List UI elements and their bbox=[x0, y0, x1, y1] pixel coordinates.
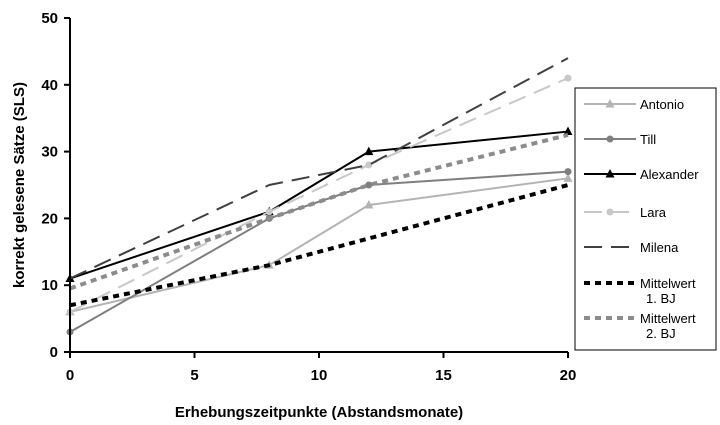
series-milena bbox=[69, 57, 569, 280]
series-line-alexander bbox=[69, 130, 569, 280]
legend-label: Milena bbox=[640, 240, 679, 255]
series-line-antonio bbox=[69, 177, 569, 313]
series-mittelwert-2-bj bbox=[69, 132, 569, 291]
legend-item-antonio: Antonio bbox=[584, 97, 684, 112]
series-line-lara bbox=[69, 77, 569, 313]
y-tick-label: 0 bbox=[50, 344, 58, 361]
data-point bbox=[365, 181, 373, 189]
legend-label: Antonio bbox=[640, 97, 684, 112]
x-axis-ticks: 0 5 10 15 20 bbox=[66, 352, 577, 384]
legend-marker bbox=[605, 169, 615, 178]
data-point bbox=[564, 168, 572, 176]
x-tick-label: 10 bbox=[311, 367, 328, 384]
y-tick-label: 50 bbox=[41, 10, 58, 27]
legend-items: Antonio Till Alexander Lara Milena Mittelwert… bbox=[584, 97, 699, 341]
y-axis-title: korrekt gelesene Sätze (SLS) bbox=[11, 82, 28, 288]
legend-item-mittelwert-1-bj: Mittelwert 1. BJ bbox=[584, 276, 696, 306]
series-alexander bbox=[65, 126, 573, 283]
series-line-till bbox=[69, 170, 569, 333]
y-axis-ticks: 0 10 20 30 40 50 bbox=[41, 10, 70, 361]
series-mittelwert-1-bj bbox=[69, 183, 569, 308]
legend-box bbox=[574, 87, 717, 351]
x-tick-label: 20 bbox=[560, 367, 577, 384]
legend: Antonio Till Alexander Lara Milena Mittelwert… bbox=[574, 87, 717, 351]
legend-marker bbox=[606, 135, 614, 143]
series-line-mittelwert-1-bj bbox=[69, 183, 569, 308]
legend-marker bbox=[605, 99, 615, 108]
series-antonio bbox=[65, 173, 573, 316]
legend-label: Mittelwert 2. BJ bbox=[640, 311, 696, 341]
legend-item-mittelwert-2-bj: Mittelwert 2. BJ bbox=[584, 311, 696, 341]
y-tick-label: 10 bbox=[41, 277, 58, 294]
y-tick-label: 40 bbox=[41, 77, 58, 94]
data-point bbox=[365, 161, 373, 169]
x-tick-label: 15 bbox=[435, 367, 452, 384]
series-line-milena bbox=[69, 57, 569, 280]
data-point bbox=[265, 208, 273, 216]
legend-label: Lara bbox=[640, 205, 667, 220]
series-line-mittelwert-2-bj bbox=[69, 132, 569, 291]
legend-label: Mittelwert 1. BJ bbox=[640, 276, 696, 306]
data-point bbox=[563, 126, 573, 136]
legend-item-lara: Lara bbox=[584, 205, 667, 220]
y-tick-label: 20 bbox=[41, 210, 58, 227]
legend-marker bbox=[606, 208, 614, 216]
data-point bbox=[364, 146, 374, 156]
data-point bbox=[564, 74, 572, 82]
x-tick-label: 5 bbox=[190, 367, 198, 384]
x-tick-label: 0 bbox=[66, 367, 74, 384]
legend-label: Till bbox=[640, 132, 656, 147]
series-lara bbox=[66, 74, 572, 316]
legend-item-till: Till bbox=[584, 132, 656, 147]
series-layer bbox=[65, 57, 573, 336]
x-axis-title: Erhebungszeitpunkte (Abstandsmonate) bbox=[175, 404, 463, 421]
legend-item-milena: Milena bbox=[584, 240, 679, 255]
legend-item-alexander: Alexander bbox=[584, 167, 699, 182]
data-point bbox=[364, 200, 374, 209]
data-point bbox=[563, 173, 573, 182]
y-tick-label: 30 bbox=[41, 144, 58, 161]
legend-label: Alexander bbox=[640, 167, 699, 182]
